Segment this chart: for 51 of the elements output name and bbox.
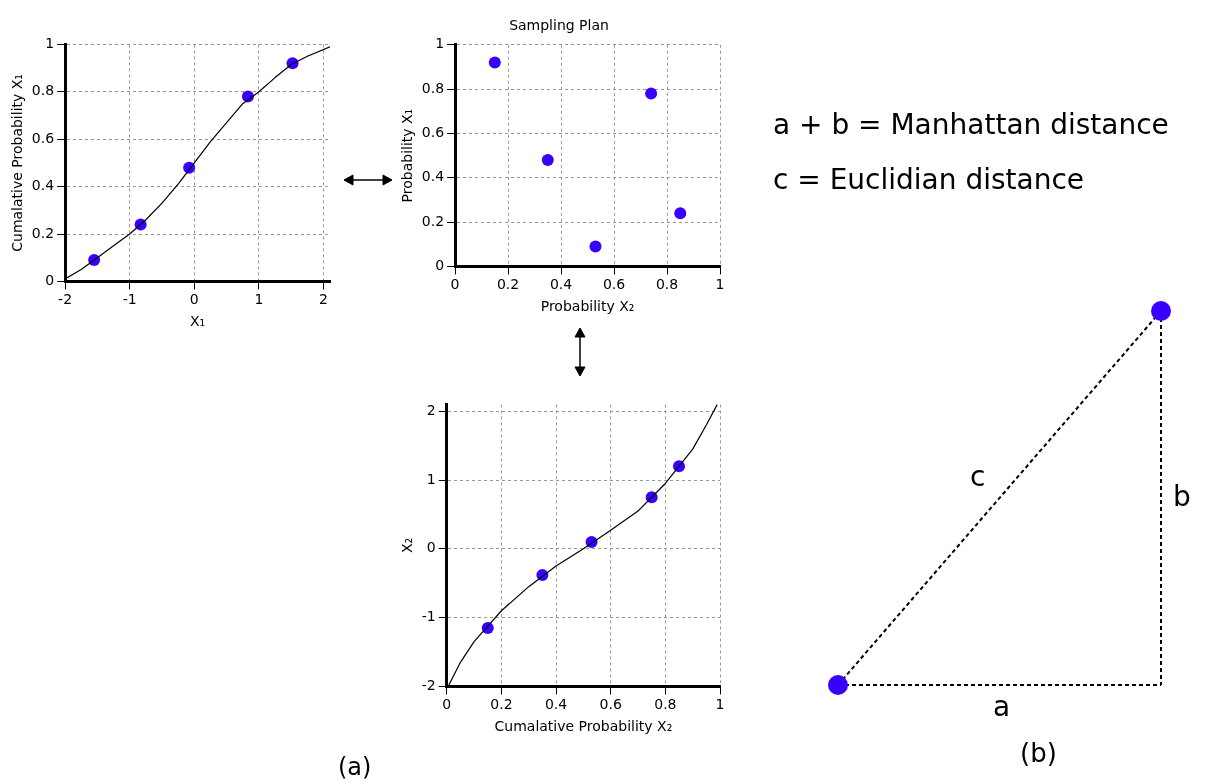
text: c = Euclidian distance [773, 163, 1085, 196]
x-tick-label: 0.8 [654, 696, 677, 713]
y-tick-label: 0.8 [31, 82, 55, 99]
x-tick-label: 0.8 [655, 276, 679, 293]
y-tick-label: 1 [45, 35, 55, 52]
y-tick-label: 0.4 [31, 177, 55, 194]
x-tick-label: 2 [319, 291, 328, 308]
text: a [993, 690, 1011, 723]
x-tick-label: 0.4 [544, 696, 568, 713]
y-axis-title: Probability X₁ [399, 108, 416, 203]
x-tick-label: -2 [58, 291, 73, 308]
x-axis-title: Probability X₂ [540, 298, 635, 315]
y-tick-label: 0.6 [31, 129, 55, 146]
x-tick-label: 0.2 [496, 276, 520, 293]
x-tick-label: 0.6 [602, 276, 626, 293]
y-tick-label: 2 [426, 401, 436, 418]
x-tick-label: 0 [189, 291, 199, 308]
point [674, 207, 687, 220]
x-tick-label: 1 [254, 291, 264, 308]
chart-title: Sampling Plan [509, 17, 609, 34]
y-tick-label: 0.4 [421, 168, 445, 185]
y-tick-label: 0 [435, 257, 445, 274]
text: (b) [1020, 738, 1057, 768]
x-axis-title: X₁ [189, 313, 206, 330]
x-tick-label: 0 [450, 276, 460, 293]
y-tick-label: 1 [435, 35, 445, 52]
y-tick-label: 0.8 [421, 79, 445, 96]
x-tick-label: 0.2 [490, 696, 513, 713]
x-tick-label: 0.4 [549, 276, 573, 293]
y-tick-label: -2 [421, 677, 436, 694]
point [645, 87, 658, 100]
text: a + b = Manhattan distance [773, 108, 1169, 141]
y-axis-title: Cumalative Probability X₁ [9, 74, 26, 252]
y-axis-title: X₂ [399, 537, 416, 553]
text: (a) [338, 753, 372, 781]
x-tick-label: 1 [715, 696, 725, 713]
y-tick-label: 0.2 [421, 212, 445, 229]
point [589, 240, 602, 253]
text: c [970, 460, 986, 493]
text: b [1173, 480, 1191, 513]
y-tick-label: 0.2 [31, 224, 55, 241]
y-tick-label: 1 [426, 470, 436, 487]
point [541, 154, 554, 167]
y-tick-label: -1 [421, 608, 436, 625]
x-tick-label: 0.6 [599, 696, 622, 713]
x-axis-title: Cumalative Probability X₂ [494, 718, 673, 735]
point [488, 56, 501, 69]
x-tick-label: -1 [122, 291, 137, 308]
y-tick-label: 0.6 [421, 124, 445, 141]
y-tick-label: 0 [426, 539, 436, 556]
x-tick-label: 1 [715, 276, 725, 293]
